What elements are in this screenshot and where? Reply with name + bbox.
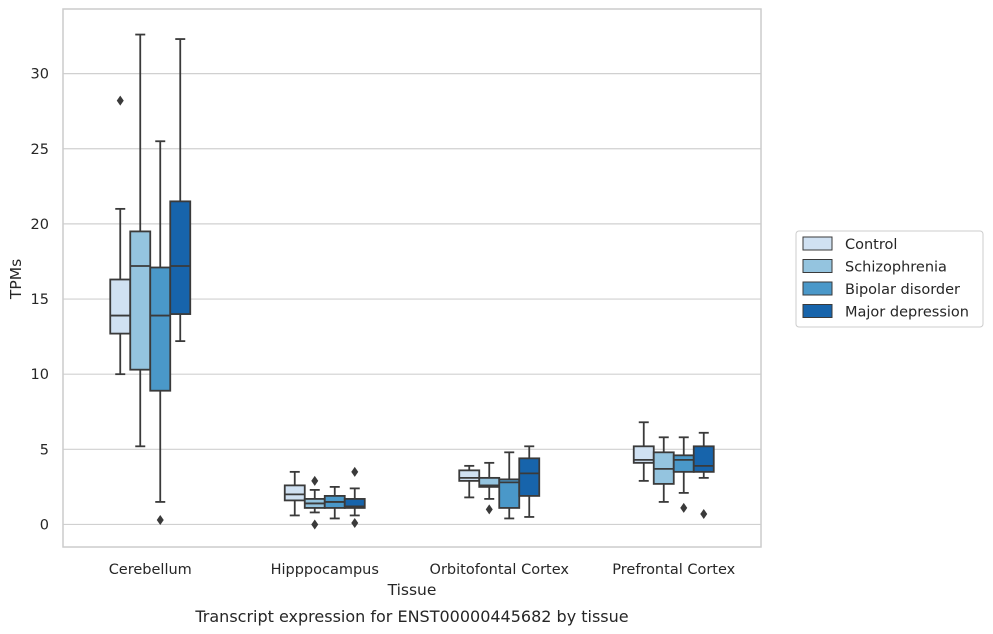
- outlier-point: [680, 502, 688, 513]
- box-major-depression: [692, 431, 715, 519]
- box-control: [632, 421, 655, 482]
- box-schizophrenia: [303, 475, 326, 530]
- box-schizophrenia: [129, 33, 152, 448]
- plot-frame: [62, 8, 762, 548]
- outlier-point: [311, 519, 319, 530]
- box-iqr: [498, 478, 521, 509]
- box-bipolar-disorder: [672, 436, 695, 513]
- y-tick-label: 25: [31, 142, 49, 158]
- box-schizophrenia: [652, 436, 675, 503]
- box-bipolar-disorder: [498, 451, 521, 520]
- box-iqr: [283, 484, 306, 502]
- x-tick-label: Orbitofontal Cortex: [430, 562, 570, 578]
- box-iqr: [169, 200, 192, 315]
- legend-swatch: [802, 304, 833, 318]
- outlier-point: [351, 466, 359, 477]
- box-iqr: [343, 498, 366, 509]
- y-tick-label: 5: [40, 442, 49, 458]
- box-iqr: [149, 266, 172, 392]
- outlier-point: [116, 95, 124, 106]
- x-tick-labels: Cerebellum Hipppocampus Orbitofontal Corte…: [109, 562, 736, 578]
- y-tick-label: 0: [40, 517, 49, 533]
- legend-swatch: [802, 236, 833, 251]
- y-axis-label: TPMs: [7, 259, 25, 300]
- y-tick-label: 10: [31, 367, 49, 383]
- box-iqr: [518, 457, 541, 497]
- box-major-depression: [518, 445, 541, 518]
- legend-swatch: [802, 281, 833, 296]
- legend-label: Control: [845, 237, 897, 253]
- legend-label: Schizophrenia: [845, 260, 947, 276]
- outlier-point: [700, 508, 708, 519]
- box-control: [458, 464, 481, 499]
- legend-frame: [795, 230, 984, 328]
- box-major-depression: [343, 466, 366, 528]
- box-bipolar-disorder: [149, 140, 172, 525]
- outlier-point: [311, 475, 319, 486]
- outlier-point: [351, 517, 359, 528]
- box-iqr: [109, 278, 132, 335]
- outlier-point: [156, 514, 164, 525]
- box-control: [109, 95, 132, 376]
- box-schizophrenia: [478, 461, 501, 515]
- box-iqr: [692, 445, 715, 473]
- y-tick-label: 20: [31, 217, 49, 233]
- box-iqr: [129, 230, 152, 371]
- x-axis-label: Tissue: [387, 581, 437, 599]
- outlier-point: [485, 504, 493, 515]
- box-iqr: [672, 454, 695, 473]
- y-tick-labels: 0 5 10 15 20 25 30: [31, 67, 49, 534]
- legend-label: Bipolar disorder: [845, 282, 960, 298]
- legend-swatch: [802, 259, 833, 273]
- y-tick-label: 15: [31, 292, 49, 308]
- x-tick-label: Cerebellum: [109, 562, 192, 578]
- legend: Control Schizophrenia Bipolar disorder Majo…: [795, 230, 984, 328]
- boxes: [109, 33, 715, 530]
- y-tick-label: 30: [31, 67, 49, 83]
- x-tick-label: Hipppocampus: [271, 562, 379, 578]
- chart-caption: Transcript expression for ENST0000044568…: [194, 607, 628, 626]
- x-tick-label: Prefrontal Cortex: [612, 562, 735, 578]
- box-iqr: [458, 469, 481, 482]
- box-control: [283, 470, 306, 517]
- legend-label: Major depression: [845, 305, 969, 321]
- box-bipolar-disorder: [323, 485, 346, 520]
- box-major-depression: [169, 38, 192, 343]
